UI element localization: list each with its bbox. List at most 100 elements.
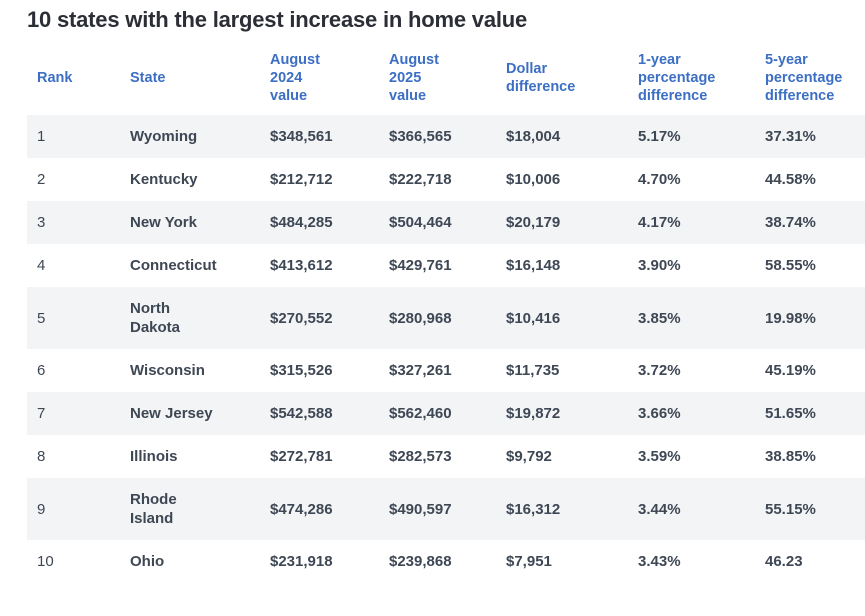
column-header-aug2025: August 2025 value: [389, 52, 439, 104]
state-name: Connecticut: [130, 257, 217, 274]
cell-aug2024: $231,918: [270, 553, 333, 570]
cell-state: Wyoming: [120, 115, 260, 158]
state-name: New Jersey: [130, 405, 213, 422]
cell-pct5yr: 46.23: [765, 553, 803, 570]
cell-pct1yr: 3.85%: [638, 309, 681, 327]
table-row: 10 Ohio $231,918 $239,868 $7,951 3.43% 46.23: [27, 540, 865, 583]
column-header-aug2024: August 2024 value: [270, 52, 320, 104]
table-row: 9 Rhode Island $474,286 $490,597 $16,312 3.44…: [27, 478, 865, 540]
table-row: 3 New York $484,285 $504,464 $20,179 4.17% 38.…: [27, 201, 865, 244]
cell-dollar: $16,312: [506, 500, 561, 518]
cell-state: Ohio: [120, 540, 260, 583]
cell-aug2024: $348,561: [270, 128, 333, 145]
cell-rank: 8: [37, 448, 46, 465]
cell-aug2024: $270,552: [270, 309, 333, 327]
cell-pct1yr: 3.43%: [638, 553, 681, 570]
column-header-pct1yr: 1-year percentage difference: [638, 52, 716, 104]
cell-rank: 1: [37, 128, 46, 145]
state-name: North Dakota: [130, 300, 181, 336]
cell-aug2025: $490,597: [389, 500, 452, 518]
cell-rank: 7: [37, 405, 46, 422]
cell-rank: 3: [37, 214, 46, 231]
state-name: Rhode Island: [130, 491, 177, 527]
cell-aug2024: $484,285: [270, 214, 333, 231]
cell-pct5yr: 45.19%: [765, 362, 816, 379]
state-name: Ohio: [130, 553, 165, 570]
state-name: New York: [130, 214, 197, 231]
table-row: 5 North Dakota $270,552 $280,968 $10,416 3.85…: [27, 287, 865, 349]
cell-state: Kentucky: [120, 158, 260, 201]
cell-aug2025: $562,460: [389, 405, 452, 422]
cell-pct1yr: 3.59%: [638, 448, 681, 465]
cell-pct1yr: 3.66%: [638, 405, 681, 422]
cell-pct5yr: 44.58%: [765, 171, 816, 188]
cell-dollar: $19,872: [506, 405, 561, 422]
cell-pct1yr: 4.70%: [638, 171, 681, 188]
table-row: 8 Illinois $272,781 $282,573 $9,792 3.59% 38.8…: [27, 435, 865, 478]
cell-state: New York: [120, 201, 260, 244]
table-row: 1 Wyoming $348,561 $366,565 $18,004 5.17% 37.3…: [27, 115, 865, 158]
cell-aug2025: $282,573: [389, 448, 452, 465]
column-header-rank: Rank: [37, 70, 73, 86]
table-row: 6 Wisconsin $315,526 $327,261 $11,735 3.72% 45…: [27, 349, 865, 392]
column-header-dollar: Dollar difference: [506, 61, 576, 95]
cell-aug2024: $212,712: [270, 171, 333, 188]
cell-dollar: $18,004: [506, 128, 561, 145]
cell-rank: 9: [37, 500, 46, 518]
state-name: Wisconsin: [130, 362, 205, 379]
column-header-state: State: [130, 70, 166, 86]
cell-pct1yr: 3.44%: [638, 500, 681, 518]
cell-aug2024: $272,781: [270, 448, 333, 465]
cell-pct5yr: 55.15%: [765, 500, 816, 518]
cell-pct5yr: 37.31%: [765, 128, 816, 145]
cell-dollar: $10,006: [506, 171, 561, 188]
cell-dollar: $9,792: [506, 448, 552, 465]
cell-aug2025: $239,868: [389, 553, 452, 570]
cell-state: North Dakota: [120, 287, 260, 349]
cell-rank: 10: [37, 553, 54, 570]
cell-aug2025: $366,565: [389, 128, 452, 145]
cell-state: New Jersey: [120, 392, 260, 435]
cell-pct5yr: 58.55%: [765, 257, 816, 274]
cell-dollar: $16,148: [506, 257, 561, 274]
cell-pct1yr: 3.72%: [638, 362, 681, 379]
cell-pct1yr: 5.17%: [638, 128, 681, 145]
cell-dollar: $10,416: [506, 309, 561, 327]
table-header: Rank State August 2024 value August 2025…: [27, 45, 865, 115]
page-title: 10 states with the largest increase in h…: [27, 7, 528, 32]
cell-state: Wisconsin: [120, 349, 260, 392]
cell-state: Connecticut: [120, 244, 260, 287]
cell-rank: 5: [37, 309, 46, 327]
cell-dollar: $11,735: [506, 362, 560, 379]
table-body: 1 Wyoming $348,561 $366,565 $18,004 5.17% 37.3…: [27, 115, 865, 583]
cell-pct5yr: 19.98%: [765, 309, 816, 327]
cell-pct5yr: 38.74%: [765, 214, 816, 231]
cell-state: Illinois: [120, 435, 260, 478]
cell-state: Rhode Island: [120, 478, 260, 540]
cell-aug2025: $327,261: [389, 362, 452, 379]
cell-aug2024: $542,588: [270, 405, 333, 422]
cell-aug2024: $315,526: [270, 362, 333, 379]
cell-rank: 2: [37, 171, 46, 188]
cell-dollar: $20,179: [506, 214, 561, 231]
cell-aug2025: $504,464: [389, 214, 452, 231]
cell-aug2024: $413,612: [270, 257, 333, 274]
cell-pct1yr: 4.17%: [638, 214, 681, 231]
state-name: Kentucky: [130, 171, 198, 188]
state-name: Illinois: [130, 448, 178, 465]
cell-aug2025: $429,761: [389, 257, 452, 274]
cell-pct5yr: 38.85%: [765, 448, 816, 465]
cell-aug2024: $474,286: [270, 500, 333, 518]
cell-aug2025: $222,718: [389, 171, 452, 188]
cell-dollar: $7,951: [506, 553, 552, 570]
cell-pct5yr: 51.65%: [765, 405, 816, 422]
table-row: 7 New Jersey $542,588 $562,460 $19,872 3.66% 5…: [27, 392, 865, 435]
cell-pct1yr: 3.90%: [638, 257, 681, 274]
page: 10 states with the largest increase in h…: [27, 7, 865, 583]
cell-rank: 4: [37, 257, 46, 274]
cell-aug2025: $280,968: [389, 309, 452, 327]
cell-rank: 6: [37, 362, 46, 379]
table-row: 4 Connecticut $413,612 $429,761 $16,148 3.90%…: [27, 244, 865, 287]
state-name: Wyoming: [130, 128, 198, 145]
table-row: 2 Kentucky $212,712 $222,718 $10,006 4.70% 44.…: [27, 158, 865, 201]
